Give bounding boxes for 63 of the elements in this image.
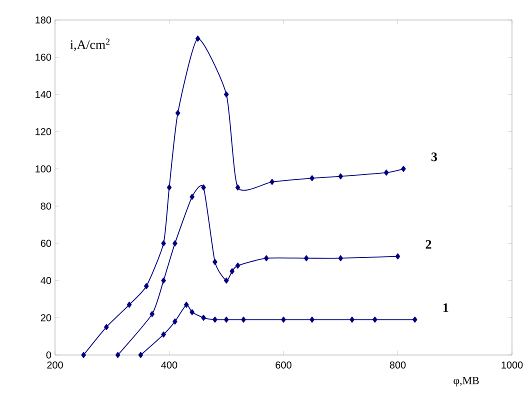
point <box>304 255 309 262</box>
y-tick-label: 60 <box>40 240 52 247</box>
point <box>190 194 194 200</box>
point <box>126 302 132 308</box>
point <box>138 352 144 358</box>
point <box>395 253 400 260</box>
point <box>190 309 194 316</box>
y-tick-label: 40 <box>40 277 52 284</box>
point <box>201 184 206 191</box>
point <box>104 324 109 330</box>
point <box>224 91 229 98</box>
point <box>338 255 344 262</box>
point <box>281 316 286 323</box>
x-tick-label: 600 <box>276 362 292 369</box>
point <box>230 268 234 274</box>
point <box>224 316 229 323</box>
point <box>350 316 354 323</box>
point <box>172 318 178 325</box>
point <box>144 283 149 290</box>
y-tick-label: 140 <box>36 90 52 98</box>
y-tick-label: 160 <box>36 54 52 61</box>
point <box>241 316 246 323</box>
y-tick-label: 0 <box>46 351 52 359</box>
point <box>224 278 229 284</box>
text: 1 <box>443 303 448 312</box>
point <box>212 316 218 323</box>
point <box>175 110 180 116</box>
point <box>150 311 155 318</box>
point <box>235 184 240 191</box>
point <box>172 240 178 246</box>
point <box>264 255 269 262</box>
point <box>270 178 274 185</box>
y-tick-label: 100 <box>36 165 52 172</box>
point <box>184 302 189 308</box>
point <box>161 278 166 284</box>
x-tick-label: 400 <box>161 362 178 369</box>
point <box>212 258 218 265</box>
x-tick-label: 1000 <box>502 362 523 369</box>
x-axis-title: φ,MB <box>454 376 479 386</box>
point <box>166 184 172 191</box>
point <box>161 240 166 246</box>
point <box>412 316 418 323</box>
point <box>161 331 166 338</box>
y-tick-label: 20 <box>40 314 52 322</box>
text: 3 <box>431 152 438 162</box>
y-tick-label: 180 <box>36 16 52 24</box>
point <box>195 36 200 42</box>
point <box>201 314 206 321</box>
point <box>310 316 314 323</box>
text: 2 <box>426 240 432 249</box>
point <box>81 352 86 358</box>
point <box>384 170 389 176</box>
y-axis-title: i,A/cm$^{2}$ <box>70 38 110 51</box>
x-tick-label: 200 <box>47 362 63 369</box>
y-tick-label: 120 <box>36 128 52 136</box>
point <box>372 316 378 323</box>
point <box>115 352 120 358</box>
point <box>401 166 406 172</box>
x-tick-label: 800 <box>390 362 406 369</box>
y-tick-label: 80 <box>40 202 52 210</box>
point <box>235 262 240 269</box>
point <box>310 175 314 182</box>
point <box>338 173 344 180</box>
